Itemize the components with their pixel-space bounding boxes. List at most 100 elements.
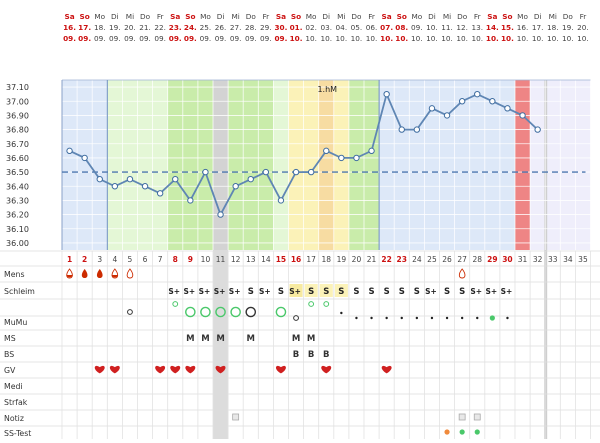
note-icon[interactable] bbox=[473, 413, 481, 421]
temperature-point[interactable] bbox=[96, 175, 103, 183]
temperature-point[interactable] bbox=[141, 183, 149, 190]
month-label: 10. bbox=[395, 34, 408, 43]
temperature-point[interactable] bbox=[443, 112, 451, 119]
temperature-point[interactable] bbox=[262, 168, 270, 176]
temperature-point[interactable] bbox=[126, 175, 134, 183]
month-label: 10. bbox=[366, 34, 378, 43]
day-label: 29. bbox=[260, 23, 272, 32]
circle-large-green-icon[interactable] bbox=[275, 306, 287, 318]
heart-icon[interactable] bbox=[275, 365, 286, 374]
circle-small-black-icon[interactable] bbox=[293, 315, 299, 321]
schleim-value: S bbox=[459, 287, 465, 297]
day-number: 21 bbox=[367, 255, 377, 264]
dot-green-icon[interactable] bbox=[489, 315, 495, 321]
temperature-point[interactable] bbox=[398, 126, 405, 133]
dot-black-icon[interactable] bbox=[355, 316, 358, 320]
temperature-point[interactable] bbox=[368, 147, 375, 155]
dot-black-icon[interactable] bbox=[460, 316, 464, 320]
weekday-label: So bbox=[80, 12, 90, 21]
temperature-point[interactable] bbox=[504, 105, 511, 112]
heart-icon[interactable] bbox=[155, 365, 166, 374]
temperature-point[interactable] bbox=[232, 183, 239, 190]
dot-black-icon[interactable] bbox=[400, 316, 403, 320]
temperature-point[interactable] bbox=[383, 90, 390, 98]
ms-value: M bbox=[201, 334, 209, 344]
circle-small-green-icon[interactable] bbox=[308, 301, 315, 307]
drop-half-icon[interactable] bbox=[111, 268, 119, 279]
month-label: 09. bbox=[78, 34, 91, 43]
circle-large-green-icon[interactable] bbox=[230, 306, 241, 318]
day-label: 23. bbox=[169, 23, 182, 32]
day-number: 24 bbox=[412, 255, 422, 264]
dot-orange-icon[interactable] bbox=[444, 429, 450, 435]
heart-icon[interactable] bbox=[215, 365, 226, 374]
temperature-point[interactable] bbox=[519, 112, 526, 119]
note-icon[interactable] bbox=[232, 413, 240, 421]
circle-large-black-icon[interactable] bbox=[245, 306, 257, 318]
temperature-point[interactable] bbox=[202, 168, 209, 176]
dot-green-icon[interactable] bbox=[474, 429, 480, 435]
drop-outline-icon[interactable] bbox=[458, 268, 466, 279]
month-label: 09. bbox=[230, 34, 242, 43]
note-icon[interactable] bbox=[458, 413, 466, 421]
temperature-point[interactable] bbox=[428, 105, 436, 112]
dot-black-icon[interactable] bbox=[415, 316, 419, 320]
temperature-point[interactable] bbox=[353, 154, 360, 162]
drop-full-icon[interactable] bbox=[96, 269, 103, 278]
heart-icon[interactable] bbox=[170, 365, 181, 374]
temperature-point[interactable] bbox=[187, 197, 194, 204]
dot-green-icon[interactable] bbox=[459, 429, 465, 435]
temperature-point[interactable] bbox=[458, 98, 466, 105]
temperature-point[interactable] bbox=[338, 154, 345, 162]
heart-icon[interactable] bbox=[94, 365, 105, 374]
dot-black-icon[interactable] bbox=[445, 316, 449, 320]
temperature-point[interactable] bbox=[172, 175, 179, 183]
gv-row bbox=[94, 365, 392, 374]
temperature-point[interactable] bbox=[413, 126, 421, 133]
bs-value: B bbox=[293, 350, 299, 360]
heart-icon[interactable] bbox=[109, 365, 120, 374]
month-label: 10. bbox=[501, 34, 514, 43]
heart-icon[interactable] bbox=[381, 365, 392, 374]
temperature-point[interactable] bbox=[534, 126, 541, 133]
month-label: 10. bbox=[456, 34, 468, 43]
temperature-point[interactable] bbox=[247, 175, 254, 183]
dot-black-icon[interactable] bbox=[385, 316, 388, 320]
temperature-point[interactable] bbox=[474, 90, 481, 98]
drop-half-icon[interactable] bbox=[66, 268, 73, 279]
temperature-point[interactable] bbox=[111, 183, 119, 190]
day-label: 04. bbox=[336, 23, 348, 32]
circle-small-black-icon[interactable] bbox=[127, 309, 133, 315]
temperature-point[interactable] bbox=[81, 154, 88, 162]
month-label: 09. bbox=[94, 34, 106, 43]
circle-large-green-icon[interactable] bbox=[185, 306, 196, 318]
weekday-label: Di bbox=[111, 12, 119, 21]
bs-value: B bbox=[323, 350, 329, 360]
day-number: 4 bbox=[112, 255, 117, 264]
temperature-point[interactable] bbox=[217, 211, 224, 218]
temperature-point[interactable] bbox=[292, 168, 300, 176]
circle-small-green-icon[interactable] bbox=[172, 301, 179, 307]
circle-large-green-icon[interactable] bbox=[215, 306, 226, 318]
circle-large-green-icon[interactable] bbox=[200, 306, 211, 318]
bs-value: B bbox=[308, 350, 314, 360]
schleim-value: S+ bbox=[425, 287, 437, 296]
heart-icon[interactable] bbox=[185, 365, 196, 374]
temperature-point[interactable] bbox=[489, 98, 496, 105]
temperature-point[interactable] bbox=[156, 190, 164, 197]
dot-black-icon[interactable] bbox=[506, 316, 509, 320]
dot-black-icon[interactable] bbox=[476, 316, 479, 320]
temperature-point[interactable] bbox=[277, 197, 285, 204]
temperature-point[interactable] bbox=[66, 147, 73, 155]
drop-full-icon[interactable] bbox=[81, 269, 88, 278]
circle-small-green-icon[interactable] bbox=[323, 301, 330, 307]
dot-black-icon[interactable] bbox=[430, 316, 434, 320]
dot-black-icon[interactable] bbox=[370, 316, 373, 320]
drop-outline-icon[interactable] bbox=[126, 268, 134, 279]
temperature-point[interactable] bbox=[307, 168, 315, 176]
heart-icon[interactable] bbox=[321, 365, 332, 374]
weekday-label: Mi bbox=[337, 12, 345, 21]
dot-black-icon[interactable] bbox=[340, 311, 343, 315]
temperature-point[interactable] bbox=[323, 147, 330, 155]
